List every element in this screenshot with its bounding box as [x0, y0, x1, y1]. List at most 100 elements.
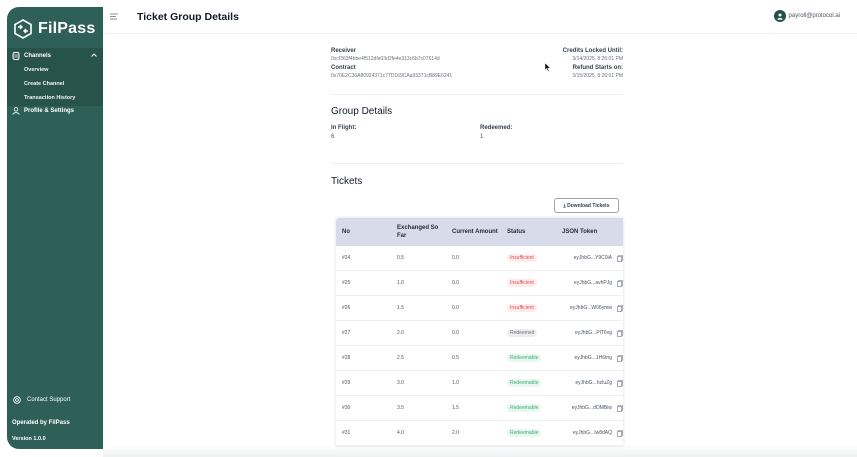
copy-icon[interactable]	[617, 279, 623, 287]
ticket-no: #24	[342, 255, 351, 261]
sidebar-item-label: Profile & Settings	[24, 108, 75, 114]
support-label: Contact Support	[27, 397, 71, 403]
exchanged-value: 0.5	[397, 255, 404, 261]
table-row: #26 1.5 0.0 Insufficient eyJhbG...W06ymw	[336, 296, 623, 321]
top-bar: Ticket Group Details payroll@protocol.ai	[103, 0, 857, 34]
ticket-no: #29	[342, 380, 351, 386]
table-row: #30 3.5 1.5 Redeemable eyJhbG...dOMBiw	[336, 396, 623, 421]
user-menu[interactable]: payroll@protocol.ai	[773, 10, 840, 22]
user-icon	[776, 13, 783, 20]
user-email: payroll@protocol.ai	[788, 13, 840, 19]
status-badge: Redeemable	[507, 379, 542, 387]
filpass-logo-icon	[14, 19, 32, 39]
tickets-table: No Exchanged So Far Current Amount Statu…	[336, 218, 623, 446]
sidebar-item-channels[interactable]: Channels	[12, 48, 100, 63]
contract-label: Contract	[331, 65, 356, 71]
table-row: #29 3.0 1.0 Redeemable eyJhbG...hzIuZg	[336, 371, 623, 396]
ticket-no: #25	[342, 280, 351, 286]
sidebar-item-label: Channels	[24, 52, 52, 59]
page-title: Ticket Group Details	[137, 11, 239, 23]
table-row: #28 2.5 0.5 Redeemable eyJhbG...1H6tng	[336, 346, 623, 371]
sidebar-item-create-channel[interactable]: Create Channel	[24, 81, 65, 87]
exchanged-value: 3.0	[397, 380, 404, 386]
contract-block: Contract 0x70E2C36A80924371c77D169CAa933…	[331, 65, 452, 79]
credits-locked-block: Credits Locked Until: 3/14/2025, 8:26:01…	[563, 48, 623, 62]
credits-locked-label: Credits Locked Until:	[562, 48, 623, 54]
version-text: Version 1.0.0	[12, 436, 46, 442]
current-amount: 0.0	[452, 305, 459, 311]
copy-icon[interactable]	[617, 254, 623, 262]
status-badge: Redeemable	[507, 354, 542, 362]
table-row: #27 2.0 0.0 Redeemed eyJhbG...PlT6vg	[336, 321, 623, 346]
current-amount: 1.5	[452, 405, 459, 411]
contact-support-link[interactable]: Contact Support	[13, 396, 70, 404]
credits-locked-value: 3/14/2025, 8:26:01 PM	[572, 56, 623, 62]
operated-by-text: Operated by FilPass	[12, 420, 70, 426]
current-amount: 0.0	[452, 330, 459, 336]
redeemed-label: Redeemed:	[480, 125, 513, 131]
ticket-no: #26	[342, 305, 351, 311]
chevron-up-icon[interactable]	[90, 51, 98, 59]
copy-icon[interactable]	[617, 379, 623, 387]
mouse-cursor-icon	[545, 63, 551, 72]
user-icon	[12, 107, 20, 115]
json-token: eyJhbG...hzIuZg	[575, 380, 612, 386]
current-amount: 1.0	[452, 380, 459, 386]
logo[interactable]: FilPass	[13, 15, 95, 43]
status-badge: Insufficient	[507, 304, 537, 312]
refund-label: Refund Starts on:	[572, 65, 623, 71]
json-token: eyJhbG...avhPJg	[573, 280, 612, 286]
col-exchanged: Exchanged So Far	[397, 225, 439, 239]
sidebar: FilPass Channels Overview Create Channel…	[7, 7, 103, 449]
copy-icon[interactable]	[617, 329, 623, 337]
avatar	[773, 10, 786, 22]
group-details-title: Group Details	[331, 106, 393, 117]
support-icon	[13, 396, 21, 404]
in-flight-block: In Flight: 6	[331, 125, 356, 140]
copy-icon[interactable]	[617, 429, 623, 437]
exchanged-value: 2.5	[397, 355, 404, 361]
receiver-value: 0xcf363f4bbe4f512dfe03d2fe4e313c6b7c0761…	[331, 56, 440, 62]
scroll-fade	[103, 445, 857, 457]
col-no: No	[342, 229, 350, 235]
receiver-block: Receiver 0xcf363f4bbe4f512dfe03d2fe4e313…	[331, 48, 440, 62]
sidebar-item-transaction-history[interactable]: Transaction History	[24, 95, 76, 101]
status-badge: Insufficient	[507, 254, 537, 262]
ticket-no: #30	[342, 405, 351, 411]
redeemed-value: 1	[480, 134, 484, 140]
receiver-label: Receiver	[331, 48, 357, 54]
exchanged-value: 1.5	[397, 305, 404, 311]
in-flight-value: 6	[331, 134, 335, 140]
col-status: Status	[507, 229, 526, 235]
nav-group-channels: Channels Overview Create Channel Transac…	[7, 48, 103, 106]
table-row: #24 0.5 0.0 Insufficient eyJhbG...Y9C0iA	[336, 246, 623, 271]
download-tickets-button[interactable]: ⤓ Download Tickets	[554, 198, 619, 213]
divider	[331, 163, 623, 164]
exchanged-value: 3.5	[397, 405, 404, 411]
copy-icon[interactable]	[617, 354, 623, 362]
col-json-token: JSON Token	[562, 229, 598, 235]
current-amount: 0.0	[452, 255, 459, 261]
json-token: eyJhbG...PlT6vg	[575, 330, 612, 336]
table-row: #31 4.0 2.0 Redeemable eyJhbG...Iw8dAQ	[336, 421, 623, 446]
status-badge: Insufficient	[507, 279, 537, 287]
table-row: #25 1.0 0.0 Insufficient eyJhbG...avhPJg	[336, 271, 623, 296]
status-badge: Redeemed	[507, 329, 538, 337]
divider	[331, 94, 623, 95]
menu-icon[interactable]	[110, 13, 118, 20]
sidebar-item-overview[interactable]: Overview	[24, 67, 49, 73]
tickets-title: Tickets	[331, 176, 363, 187]
json-token: eyJhbG...1H6tng	[574, 355, 612, 361]
ticket-no: #28	[342, 355, 351, 361]
table-header: No Exchanged So Far Current Amount Statu…	[336, 218, 623, 246]
sidebar-item-profile-settings[interactable]: Profile & Settings	[12, 105, 100, 117]
database-icon	[12, 51, 20, 60]
exchanged-value: 1.0	[397, 280, 404, 286]
copy-icon[interactable]	[617, 304, 623, 312]
status-badge: Redeemable	[507, 404, 542, 412]
ticket-no: #27	[342, 330, 351, 336]
current-amount: 0.5	[452, 355, 459, 361]
col-current-amount: Current Amount	[452, 229, 498, 235]
copy-icon[interactable]	[617, 404, 623, 412]
json-token: eyJhbG...Iw8dAQ	[572, 430, 612, 436]
